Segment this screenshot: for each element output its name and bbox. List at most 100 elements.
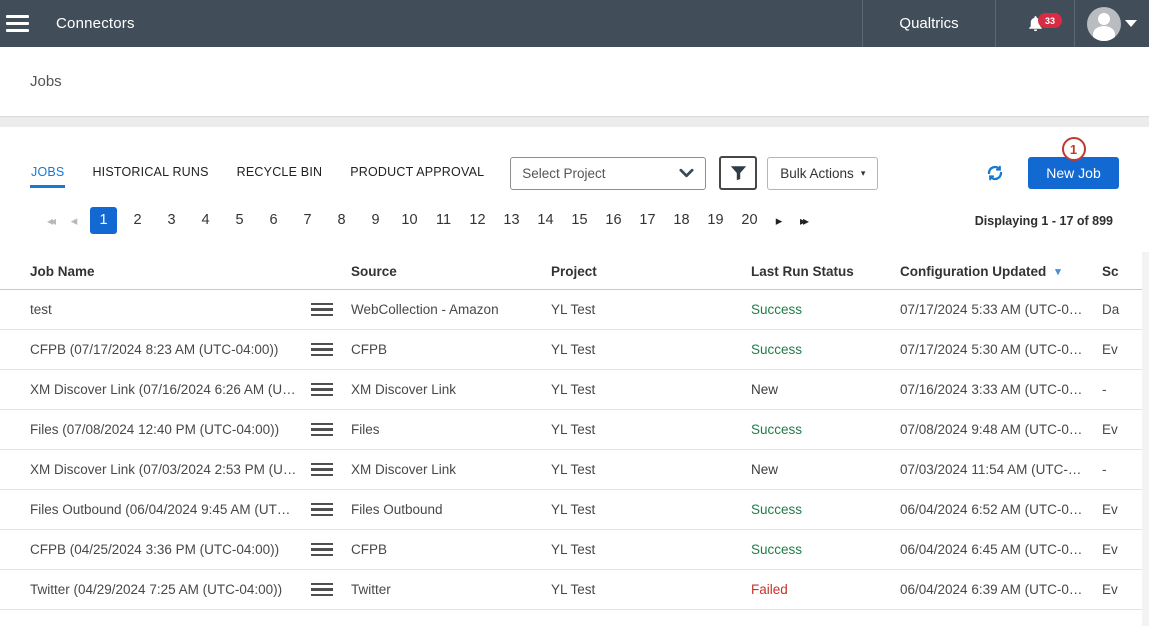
tab-historical-runs[interactable]: HISTORICAL RUNS (91, 159, 209, 188)
notifications-button[interactable]: 33 (996, 0, 1074, 47)
row-menu-icon[interactable] (311, 303, 333, 317)
page-button-16[interactable]: 16 (600, 207, 627, 234)
source-cell: CFPB (351, 542, 551, 557)
status-cell: Success (751, 422, 900, 437)
job-name-cell[interactable]: Files (07/08/2024 12:40 PM (UTC-04:00)) (30, 422, 311, 437)
account-menu[interactable] (1075, 0, 1149, 47)
project-cell: YL Test (551, 302, 751, 317)
page-button-7[interactable]: 7 (294, 207, 321, 234)
page-button-17[interactable]: 17 (634, 207, 661, 234)
project-select-value: Select Project (522, 166, 605, 181)
tab-product-approval[interactable]: PRODUCT APPROVAL (349, 159, 485, 188)
table-row: Files Outbound (06/04/2024 9:45 AM (UT… … (0, 490, 1149, 530)
table-row: XM Discover Link (07/16/2024 6:26 AM (U…… (0, 370, 1149, 410)
table-row: CFPB (07/17/2024 8:23 AM (UTC-04:00)) CF… (0, 330, 1149, 370)
page-button-3[interactable]: 3 (158, 207, 185, 234)
tab-recycle-bin[interactable]: RECYCLE BIN (236, 159, 324, 188)
column-header-configuration-updated[interactable]: Configuration Updated ▾ (900, 264, 1102, 279)
page-button-14[interactable]: 14 (532, 207, 559, 234)
project-cell: YL Test (551, 502, 751, 517)
page-button-4[interactable]: 4 (192, 207, 219, 234)
filter-funnel-icon (730, 165, 747, 181)
avatar-icon (1087, 7, 1121, 41)
job-name-cell[interactable]: test (30, 302, 311, 317)
notification-count-badge: 33 (1038, 13, 1062, 28)
row-menu-icon[interactable] (311, 503, 333, 517)
page-button-10[interactable]: 10 (396, 207, 423, 234)
status-cell: Success (751, 302, 900, 317)
config-updated-cell: 06/04/2024 6:39 AM (UTC-0… (900, 582, 1102, 597)
project-cell: YL Test (551, 582, 751, 597)
page-button-19[interactable]: 19 (702, 207, 729, 234)
row-menu-icon[interactable] (311, 423, 333, 437)
sort-descending-icon[interactable]: ▾ (1055, 265, 1061, 278)
page-button-18[interactable]: 18 (668, 207, 695, 234)
table-row: CFPB (04/25/2024 3:36 PM (UTC-04:00)) CF… (0, 530, 1149, 570)
table-header-row: Job Name Source Project Last Run Status … (0, 253, 1149, 290)
table-row: test WebCollection - Amazon YL Test Succ… (0, 290, 1149, 330)
new-job-button[interactable]: New Job (1028, 157, 1119, 189)
page-button-8[interactable]: 8 (328, 207, 355, 234)
config-updated-cell: 06/04/2024 6:52 AM (UTC-0… (900, 502, 1102, 517)
source-cell: Files (351, 422, 551, 437)
tab-jobs[interactable]: JOBS (30, 159, 65, 188)
page-button-9[interactable]: 9 (362, 207, 389, 234)
jobs-table: Job Name Source Project Last Run Status … (0, 253, 1149, 610)
jobs-content-panel: JOBS HISTORICAL RUNS RECYCLE BIN PRODUCT… (0, 127, 1149, 626)
new-job-wrapper: 1 New Job (1028, 157, 1119, 189)
config-updated-cell: 06/04/2024 6:45 AM (UTC-0… (900, 542, 1102, 557)
row-menu-icon[interactable] (311, 383, 333, 397)
job-name-cell[interactable]: Files Outbound (06/04/2024 9:45 AM (UT… (30, 502, 311, 517)
page-button-13[interactable]: 13 (498, 207, 525, 234)
status-cell: Failed (751, 582, 900, 597)
source-cell: XM Discover Link (351, 382, 551, 397)
page-button-2[interactable]: 2 (124, 207, 151, 234)
page-button-15[interactable]: 15 (566, 207, 593, 234)
page-button-1[interactable]: 1 (90, 207, 117, 234)
app-title: Connectors (56, 15, 135, 32)
project-cell: YL Test (551, 342, 751, 357)
project-cell: YL Test (551, 382, 751, 397)
job-name-cell[interactable]: CFPB (04/25/2024 3:36 PM (UTC-04:00)) (30, 542, 311, 557)
next-page-button[interactable]: ▸ (767, 207, 791, 234)
brand-label: Qualtrics (899, 15, 958, 32)
page-button-6[interactable]: 6 (260, 207, 287, 234)
project-cell: YL Test (551, 542, 751, 557)
row-menu-icon[interactable] (311, 343, 333, 357)
page-button-5[interactable]: 5 (226, 207, 253, 234)
header-separator-band (0, 117, 1149, 127)
job-name-cell[interactable]: CFPB (07/17/2024 8:23 AM (UTC-04:00)) (30, 342, 311, 357)
table-row: XM Discover Link (07/03/2024 2:53 PM (U…… (0, 450, 1149, 490)
source-cell: CFPB (351, 342, 551, 357)
refresh-icon (986, 164, 1004, 182)
column-header-job-name: Job Name (30, 264, 311, 279)
bulk-actions-dropdown[interactable]: Bulk Actions ▾ (767, 157, 878, 190)
last-page-button[interactable]: ▸▸ (791, 207, 815, 234)
job-name-cell[interactable]: Twitter (04/29/2024 7:25 AM (UTC-04:00)) (30, 582, 311, 597)
source-cell: XM Discover Link (351, 462, 551, 477)
page-number-list: 1 2 3 4 5 6 7 8 9 10 11 12 13 14 15 16 1… (90, 207, 763, 234)
job-name-cell[interactable]: XM Discover Link (07/16/2024 6:26 AM (U… (30, 382, 311, 397)
pagination-bar: ◂◂ ◂ 1 2 3 4 5 6 7 8 9 10 11 12 13 14 15… (0, 190, 1149, 234)
project-cell: YL Test (551, 462, 751, 477)
results-summary: Displaying 1 - 17 of 899 (975, 214, 1113, 228)
first-page-button[interactable]: ◂◂ (38, 207, 62, 234)
source-cell: WebCollection - Amazon (351, 302, 551, 317)
chevron-down-icon (1125, 20, 1137, 27)
config-updated-cell: 07/08/2024 9:48 AM (UTC-0… (900, 422, 1102, 437)
previous-page-button[interactable]: ◂ (62, 207, 86, 234)
refresh-button[interactable] (986, 164, 1004, 182)
row-menu-icon[interactable] (311, 583, 333, 597)
job-name-cell[interactable]: XM Discover Link (07/03/2024 2:53 PM (U… (30, 462, 311, 477)
project-select-dropdown[interactable]: Select Project (510, 157, 706, 190)
row-menu-icon[interactable] (311, 543, 333, 557)
hamburger-menu-icon[interactable] (0, 0, 46, 47)
source-cell: Files Outbound (351, 502, 551, 517)
page-button-11[interactable]: 11 (430, 207, 457, 234)
row-menu-icon[interactable] (311, 463, 333, 477)
brand-menu[interactable]: Qualtrics (863, 0, 995, 47)
page-button-20[interactable]: 20 (736, 207, 763, 234)
page-button-12[interactable]: 12 (464, 207, 491, 234)
filter-button[interactable] (719, 156, 757, 190)
vertical-scrollbar[interactable] (1142, 252, 1149, 626)
